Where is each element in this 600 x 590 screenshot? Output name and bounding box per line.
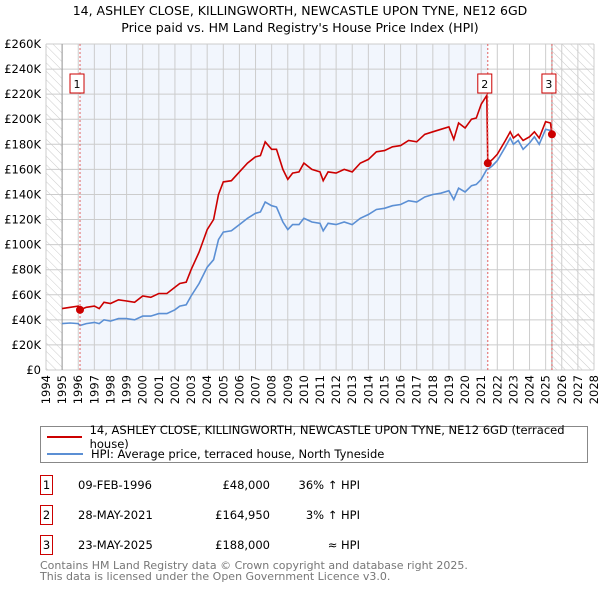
x-tick-label: 2027 [571, 375, 585, 404]
sale-badge: 3 [40, 535, 53, 555]
x-tick-label: 2018 [426, 375, 440, 404]
x-tick-label: 2016 [394, 375, 408, 404]
x-tick-label: 2007 [249, 375, 263, 404]
x-tick-label: 2020 [458, 375, 472, 404]
legend-item-hpi: HPI: Average price, terraced house, Nort… [47, 446, 384, 462]
x-tick-label: 2002 [168, 375, 182, 404]
sale-price: £188,000 [215, 538, 270, 552]
x-tick-label: 2010 [297, 375, 311, 404]
x-tick-label: 2022 [490, 375, 504, 404]
x-tick-label: 1995 [55, 375, 69, 404]
y-tick-label: £160K [4, 162, 41, 176]
x-tick-label: 2028 [587, 375, 600, 404]
footer-copyright: Contains HM Land Registry data © Crown c… [40, 559, 468, 572]
x-tick-label: 2012 [329, 375, 343, 404]
x-tick-label: 2001 [152, 375, 166, 404]
chart-title: 14, ASHLEY CLOSE, KILLINGWORTH, NEWCASTL… [72, 3, 528, 18]
x-tick-label: 2014 [361, 375, 375, 404]
x-tick-label: 2000 [136, 375, 150, 404]
x-tick-label: 2023 [506, 375, 520, 404]
sale-price: £164,950 [215, 508, 270, 522]
sale-hpi: 3% ↑ HPI [305, 508, 360, 522]
legend-label: 14, ASHLEY CLOSE, KILLINGWORTH, NEWCASTL… [89, 423, 565, 451]
y-tick-label: £140K [4, 187, 41, 201]
y-tick-label: £60K [12, 288, 42, 302]
x-tick-label: 2026 [555, 375, 569, 404]
price-chart: 1994 1995 1996 1997 1998 1999 2000 2001 2002 2003… [4, 37, 600, 404]
sale-label-box [477, 73, 493, 94]
y-tick-label: £220K [4, 87, 41, 101]
footer-licence: This data is licensed under the Open Gov… [40, 570, 391, 583]
y-tick-label: £40K [12, 313, 42, 327]
y-tick-label: £20K [12, 338, 42, 352]
x-tick-label: 2017 [410, 375, 424, 404]
x-tick-label: 2025 [539, 375, 553, 404]
shaded-period [80, 44, 488, 370]
sale-label-box [541, 73, 557, 94]
legend: 14, ASHLEY CLOSE, KILLINGWORTH, NEWCASTL… [40, 423, 588, 463]
x-tick-label: 2013 [345, 375, 359, 404]
y-tick-label: £0 [26, 363, 41, 377]
legend-swatch-red [47, 436, 82, 438]
x-tick-label: 2011 [313, 375, 327, 404]
sale-label: 1 [74, 78, 81, 91]
hpi-line [62, 128, 553, 327]
sale-date: 28-MAY-2021 [78, 508, 153, 522]
x-tick-label: 2024 [523, 375, 537, 404]
sale-price: £48,000 [222, 478, 270, 492]
sale-date: 09-FEB-1996 [78, 478, 152, 492]
x-tick-label: 2008 [265, 375, 279, 404]
x-tick-label: 2009 [281, 375, 295, 404]
sale-point [76, 305, 85, 314]
legend-item-property: 14, ASHLEY CLOSE, KILLINGWORTH, NEWCASTL… [47, 423, 587, 451]
x-tick-label: 1998 [103, 375, 117, 404]
sale-hpi: 36% ↑ HPI [298, 478, 360, 492]
hatched-region-after [551, 44, 594, 370]
x-tick-label: 1999 [120, 375, 134, 404]
chart-subtitle: Price paid vs. HM Land Registry's House … [121, 20, 479, 35]
sale-date: 23-MAY-2025 [78, 538, 153, 552]
legend-label: HPI: Average price, terraced house, Nort… [91, 447, 385, 461]
sale-label-box [69, 73, 85, 94]
sale-row: 2 28-MAY-2021 £164,950 3% ↑ HPI [40, 505, 600, 527]
x-tick-label: 2006 [232, 375, 246, 404]
legend-swatch-blue [47, 453, 83, 455]
sale-label: 3 [545, 78, 552, 91]
x-tick-label: 2005 [216, 375, 230, 404]
y-tick-label: £100K [4, 238, 41, 252]
y-tick-label: £260K [4, 37, 41, 51]
x-tick-label: 2003 [184, 375, 198, 404]
sale-row: 1 09-FEB-1996 £48,000 36% ↑ HPI [40, 475, 600, 497]
hatched-region-before [46, 44, 63, 370]
y-tick-label: £120K [4, 213, 41, 227]
sale-point [483, 159, 492, 168]
x-tick-label: 1997 [87, 375, 101, 404]
y-tick-label: £180K [4, 137, 41, 151]
sale-badge: 1 [40, 475, 53, 495]
y-tick-label: £240K [4, 62, 41, 76]
x-tick-label: 2004 [200, 375, 214, 404]
sale-hpi: ≈ HPI [327, 538, 360, 552]
sale-label: 2 [481, 78, 488, 91]
sale-point [547, 130, 556, 139]
x-tick-label: 2021 [474, 375, 488, 404]
x-tick-label: 2015 [377, 375, 391, 404]
y-tick-label: £80K [12, 263, 42, 277]
x-tick-label: 1996 [71, 375, 85, 404]
x-tick-label: 1994 [39, 375, 53, 404]
x-tick-label: 2019 [442, 375, 456, 404]
y-tick-label: £200K [4, 112, 41, 126]
sale-badge: 2 [40, 505, 53, 525]
sale-row: 3 23-MAY-2025 £188,000 ≈ HPI [40, 535, 600, 557]
